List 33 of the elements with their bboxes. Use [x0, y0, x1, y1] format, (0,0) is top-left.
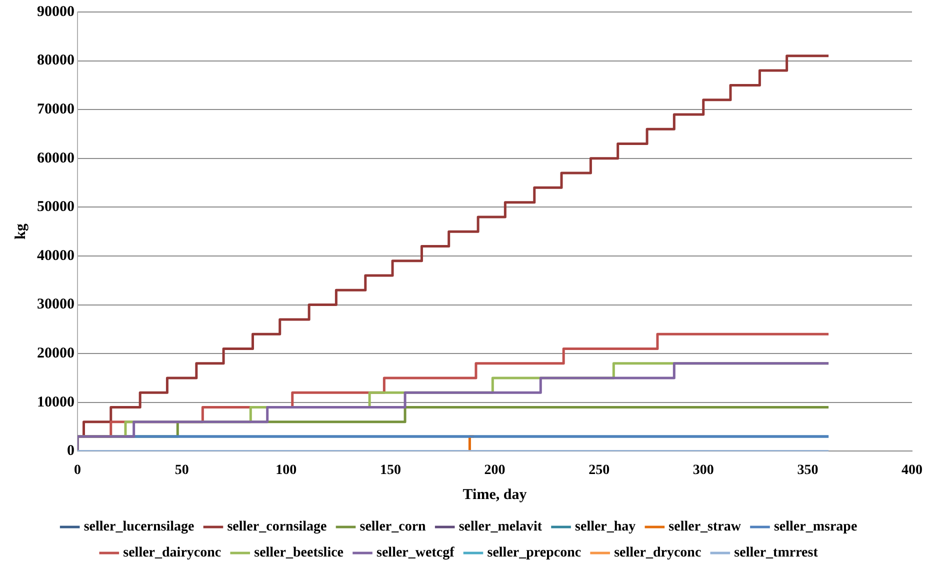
- legend-label: seller_prepconc: [487, 546, 582, 561]
- y-tick-label: 0: [67, 443, 74, 460]
- x-tick-label: 50: [174, 463, 189, 478]
- legend-label: seller_melavit: [458, 520, 542, 535]
- y-tick-label: 20000: [37, 345, 74, 362]
- legend-label: seller_straw: [668, 520, 742, 535]
- y-tick-label: 90000: [37, 4, 74, 20]
- x-tick-label: 300: [692, 463, 714, 478]
- legend-label: seller_dryconc: [614, 546, 702, 561]
- y-tick-label: 40000: [37, 248, 74, 264]
- y-tick-label: 70000: [37, 101, 74, 118]
- x-tick-label: 350: [797, 463, 818, 478]
- y-tick-label: 50000: [37, 199, 74, 216]
- legend-label: seller_hay: [575, 520, 636, 535]
- y-tick-label: 30000: [37, 296, 74, 313]
- y-tick-label: 80000: [37, 52, 74, 69]
- legend-label: seller_wetcgf: [376, 546, 455, 561]
- x-tick-label: 250: [588, 463, 610, 478]
- x-tick-label: 100: [276, 463, 297, 478]
- y-tick-label: 10000: [37, 394, 74, 410]
- legend-label: seller_msrape: [774, 520, 858, 535]
- x-tick-label: 150: [380, 463, 401, 478]
- legend-label: seller_beetslice: [254, 546, 344, 561]
- legend-label: seller_tmrrest: [734, 546, 818, 561]
- y-tick-label: 60000: [37, 150, 74, 166]
- legend-label: seller_corn: [360, 520, 426, 535]
- x-tick-label: 200: [484, 463, 506, 478]
- legend-label: seller_cornsilage: [227, 520, 327, 535]
- x-tick-label: 400: [902, 463, 922, 478]
- x-axis-title: Time, day: [462, 486, 528, 503]
- legend-label: seller_dairyconc: [123, 546, 222, 561]
- y-axis-title: kg: [12, 223, 29, 240]
- legend-label: seller_lucernsilage: [84, 520, 194, 535]
